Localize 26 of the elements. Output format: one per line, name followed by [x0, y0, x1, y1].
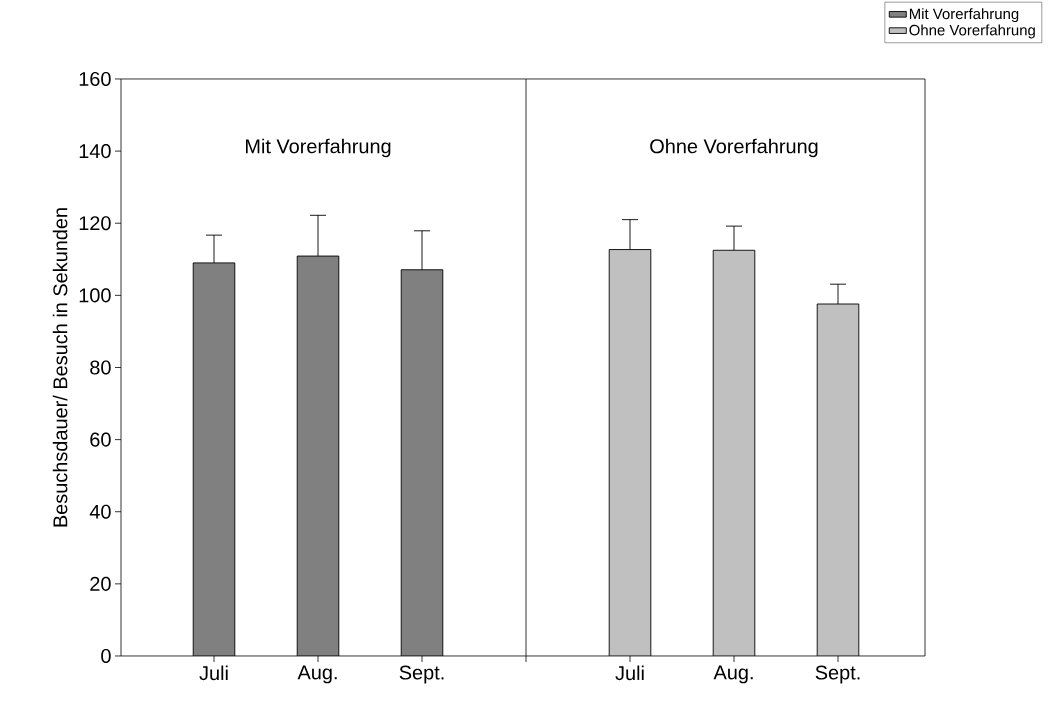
y-tick-label: 40: [89, 504, 111, 519]
y-axis-title: Besuchsdauer/ Besuch in Sekunden: [52, 208, 68, 527]
y-tick-label: 120: [79, 216, 111, 231]
x-tick-label: Aug.: [297, 665, 337, 684]
x-tick-label: Sept.: [815, 665, 860, 684]
legend-label: Mit Vorerfahrung: [909, 8, 1019, 23]
x-tick-label: Juli: [199, 665, 228, 681]
annotation: Ohne Vorerfahrung: [650, 138, 818, 158]
bar: [296, 255, 340, 656]
bar: [400, 269, 444, 656]
bar: [816, 303, 860, 656]
y-tick-label: 100: [79, 288, 111, 303]
y-tick-label: 140: [79, 144, 111, 159]
y-tick-label: 80: [90, 360, 111, 375]
y-tick-label: 60: [90, 432, 111, 447]
bar: [192, 262, 236, 656]
legend-label: Ohne Vorerfahrung: [909, 24, 1035, 39]
x-tick-label: Aug.: [713, 665, 753, 684]
y-tick-label: 20: [90, 576, 111, 591]
x-tick-label: Juli: [615, 665, 644, 681]
bar: [712, 249, 756, 656]
y-tick-label: 0: [101, 648, 111, 664]
bar: [608, 249, 652, 656]
x-tick-label: Sept.: [399, 665, 444, 684]
annotation: Mit Vorerfahrung: [246, 138, 391, 158]
y-tick-label: 160: [79, 71, 111, 87]
